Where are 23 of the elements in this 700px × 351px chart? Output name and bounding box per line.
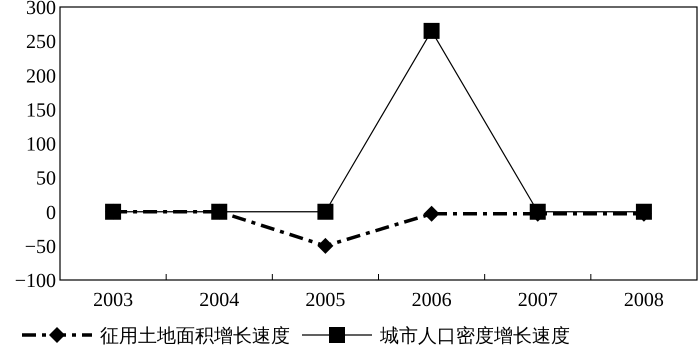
legend-label: 城市人口密度增长速度 <box>379 325 570 347</box>
y-tick-label: 300 <box>26 0 56 19</box>
y-tick-label: −50 <box>24 236 56 258</box>
x-tick-label: 2007 <box>518 289 558 311</box>
point <box>317 238 334 254</box>
point <box>424 22 440 39</box>
x-tick-label: 2005 <box>305 289 346 311</box>
legend-label: 征用土地面积增长速度 <box>100 325 290 347</box>
y-tick-label: 200 <box>26 65 56 88</box>
point <box>424 206 440 222</box>
y-tick-label: 50 <box>36 168 56 190</box>
x-tick-label: 2004 <box>199 289 240 311</box>
y-tick-label: 250 <box>26 31 56 54</box>
x-tick-label: 2003 <box>93 289 134 311</box>
y-tick-label: 0 <box>46 202 56 224</box>
point <box>317 204 334 220</box>
x-tick-label: 2006 <box>412 289 452 311</box>
point <box>211 204 228 220</box>
point <box>105 204 122 220</box>
x-tick-label: 2008 <box>624 289 664 311</box>
y-tick-label: 100 <box>26 134 56 156</box>
y-tick-label: 150 <box>26 99 56 122</box>
y-tick-label: −100 <box>14 270 56 292</box>
